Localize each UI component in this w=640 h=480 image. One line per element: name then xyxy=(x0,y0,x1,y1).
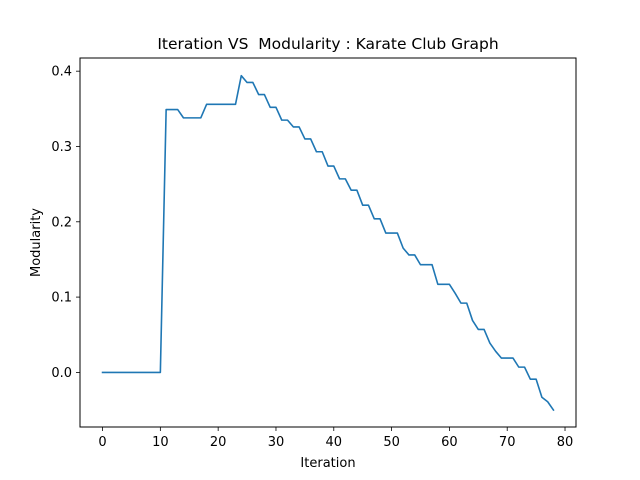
x-tick-label: 0 xyxy=(98,435,106,450)
y-tick-label: 0.1 xyxy=(51,291,72,306)
x-axis-title: Iteration xyxy=(300,456,355,471)
y-tick-label: 0.2 xyxy=(51,215,72,230)
x-axis: 0 10 20 30 40 50 60 70 80 xyxy=(98,427,573,450)
y-tick-label: 0.4 xyxy=(51,65,72,80)
x-tick-label: 30 xyxy=(268,435,285,450)
chart-title: Iteration VS Modularity : Karate Club Gr… xyxy=(157,35,498,53)
x-tick-label: 70 xyxy=(499,435,516,450)
x-tick-label: 10 xyxy=(152,435,169,450)
x-tick-label: 60 xyxy=(441,435,458,450)
y-tick-label: 0.0 xyxy=(51,366,72,381)
plot-frame xyxy=(79,57,577,428)
x-tick-label: 50 xyxy=(383,435,400,450)
x-tick-label: 40 xyxy=(326,435,343,450)
x-tick-label: 80 xyxy=(557,435,574,450)
y-tick-label: 0.3 xyxy=(51,140,72,155)
series-line-0 xyxy=(101,74,555,412)
plot-area xyxy=(101,74,555,412)
y-axis-title: Modularity xyxy=(29,208,44,277)
y-axis: 0.0 0.1 0.2 0.3 0.4 xyxy=(51,65,80,381)
x-tick-label: 20 xyxy=(210,435,227,450)
